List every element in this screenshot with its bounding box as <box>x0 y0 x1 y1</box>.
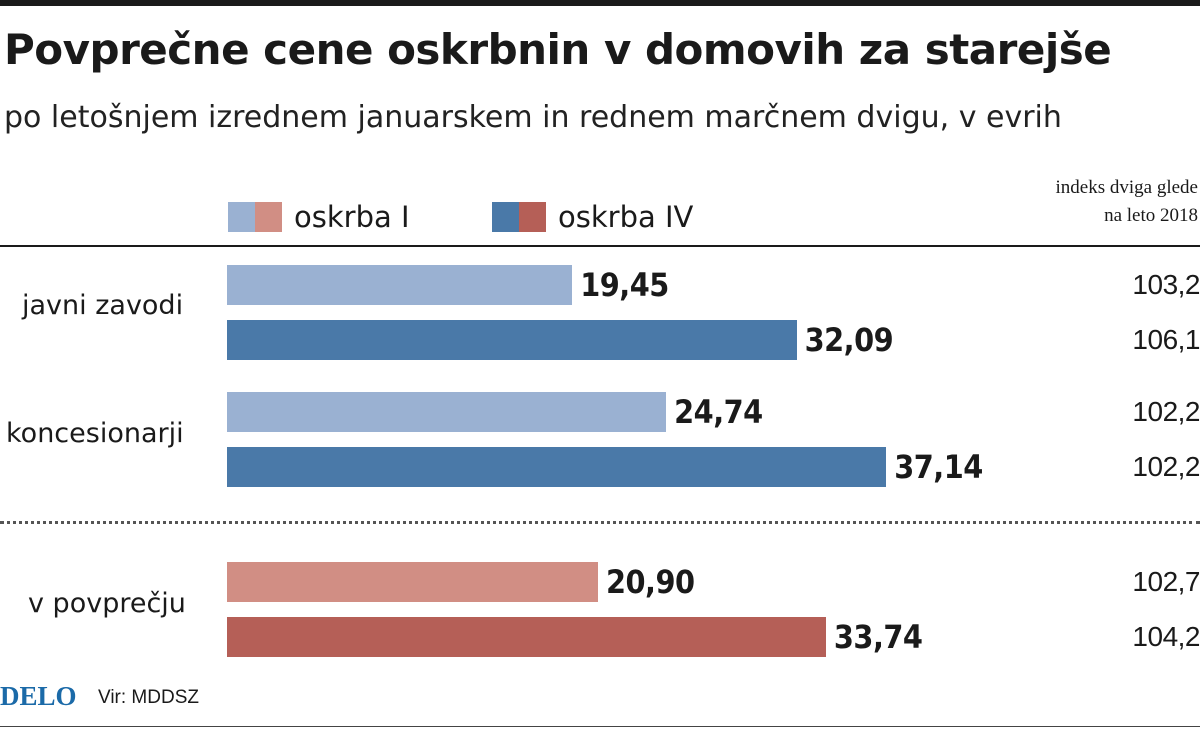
delo-logo: DELO <box>0 681 77 711</box>
legend-swatch-oskrba-4-red <box>519 202 546 232</box>
bar-value-label-2-0: 20,90 <box>605 563 695 601</box>
bar-value-label-2-1: 33,74 <box>833 618 923 656</box>
legend-swatch-oskrba-4-blue <box>492 202 519 232</box>
index-header-line-1: indeks dviga glede <box>1055 177 1198 198</box>
header-rule <box>0 245 1200 247</box>
bar-0-0 <box>227 265 573 305</box>
bar-2-1 <box>227 617 826 657</box>
legend-item-oskrba-1: oskrba I <box>228 200 410 234</box>
index-value-2-1: 104,2 <box>1132 621 1200 652</box>
top-rule <box>0 0 1200 6</box>
bar-1-0 <box>227 392 667 432</box>
bar-2-0 <box>227 562 598 602</box>
chart-title: Povprečne cene oskrbnin v domovih za sta… <box>4 25 1112 74</box>
legend-label-oskrba-4: oskrba IV <box>558 200 694 234</box>
legend-label-oskrba-1: oskrba I <box>294 200 410 234</box>
bar-value-label-0-1: 32,09 <box>804 321 894 359</box>
bar-0-1 <box>227 320 797 360</box>
source-note: Vir: MDDSZ <box>98 687 199 708</box>
index-value-0-1: 106,1 <box>1132 324 1200 355</box>
index-value-0-0: 103,2 <box>1132 269 1200 300</box>
bar-value-label-1-0: 24,74 <box>674 393 763 431</box>
bar-value-label-1-1: 37,14 <box>894 448 983 486</box>
index-header-line-2: na leto 2018 <box>1104 205 1198 226</box>
row-label-v-povprecju: v povprečju <box>28 588 186 619</box>
legend-item-oskrba-4: oskrba IV <box>492 200 693 234</box>
row-label-koncesionarji: koncesionarji <box>6 418 184 449</box>
legend-swatch-oskrba-1-red <box>255 202 282 232</box>
bar-1-1 <box>227 447 887 487</box>
index-value-1-1: 102,2 <box>1132 451 1200 482</box>
bar-value-label-0-0: 19,45 <box>580 266 669 304</box>
bottom-rule <box>0 726 1200 727</box>
chart-subtitle: po letošnjem izrednem januarskem in redn… <box>4 100 1062 135</box>
index-value-1-0: 102,2 <box>1132 396 1200 427</box>
legend-swatch-oskrba-1-blue <box>228 202 255 232</box>
row-label-javni-zavodi: javni zavodi <box>22 290 184 321</box>
index-column-header: indeks dviga glede na leto 2018 <box>1056 174 1198 230</box>
group-separator <box>0 521 1200 524</box>
index-value-2-0: 102,7 <box>1132 566 1200 597</box>
